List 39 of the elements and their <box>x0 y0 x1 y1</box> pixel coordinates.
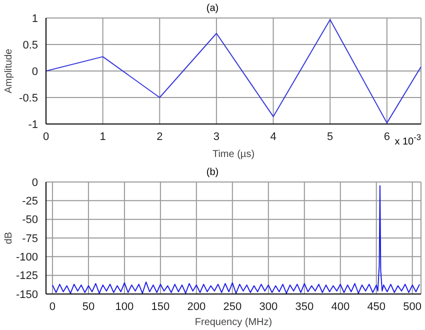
y-tick-label: 0 <box>32 176 38 189</box>
x-tick-label: 5 <box>327 130 334 143</box>
chart-title: (a) <box>206 3 219 14</box>
x-tick-label: 300 <box>259 300 278 313</box>
y-axis-title: Amplitude <box>4 48 15 94</box>
x-tick-label: 4 <box>270 130 276 143</box>
chart-title: (b) <box>206 167 219 178</box>
y-tick-label: 0.5 <box>22 39 38 52</box>
y-tick-label: -25 <box>22 196 38 208</box>
x-tick-label: 1 <box>100 130 106 143</box>
x-tick-label: 400 <box>331 300 350 313</box>
x-tick-label: 0 <box>49 300 56 313</box>
x-tick-label: 2 <box>156 130 163 143</box>
y-tick-label: -100 <box>16 252 38 264</box>
y-tick-label: -1 <box>28 118 38 131</box>
y-tick-label: 1 <box>32 12 38 25</box>
x-tick-label: 500 <box>403 300 422 313</box>
x-axis-title: Time (µs) <box>212 149 255 160</box>
x-tick-label: 3 <box>213 130 220 143</box>
y-tick-label: -75 <box>22 232 38 245</box>
x-tick-label: 6 <box>384 130 390 143</box>
y-tick-label: 0 <box>32 66 38 78</box>
x-tick-label: 350 <box>295 300 314 313</box>
x-tick-label: 50 <box>82 300 95 313</box>
y-axis-title: dB <box>4 232 15 244</box>
y-tick-label: -150 <box>16 288 38 301</box>
x-axis-title: Frequency (MHz) <box>194 317 272 328</box>
x-tick-label: 250 <box>223 300 242 313</box>
x-tick-label: 150 <box>151 300 170 313</box>
x-tick-label: 100 <box>115 300 134 313</box>
line-series <box>52 185 420 294</box>
x-tick-label: 0 <box>42 130 50 143</box>
text: x 10$^{-3}$ <box>394 132 421 148</box>
y-tick-label: -0.5 <box>19 92 38 104</box>
x-tick-label: 450 <box>367 300 386 313</box>
x-tick-label: 200 <box>187 300 206 313</box>
line-series <box>46 19 421 124</box>
y-tick-label: -125 <box>16 270 38 282</box>
y-tick-label: -50 <box>22 214 38 226</box>
